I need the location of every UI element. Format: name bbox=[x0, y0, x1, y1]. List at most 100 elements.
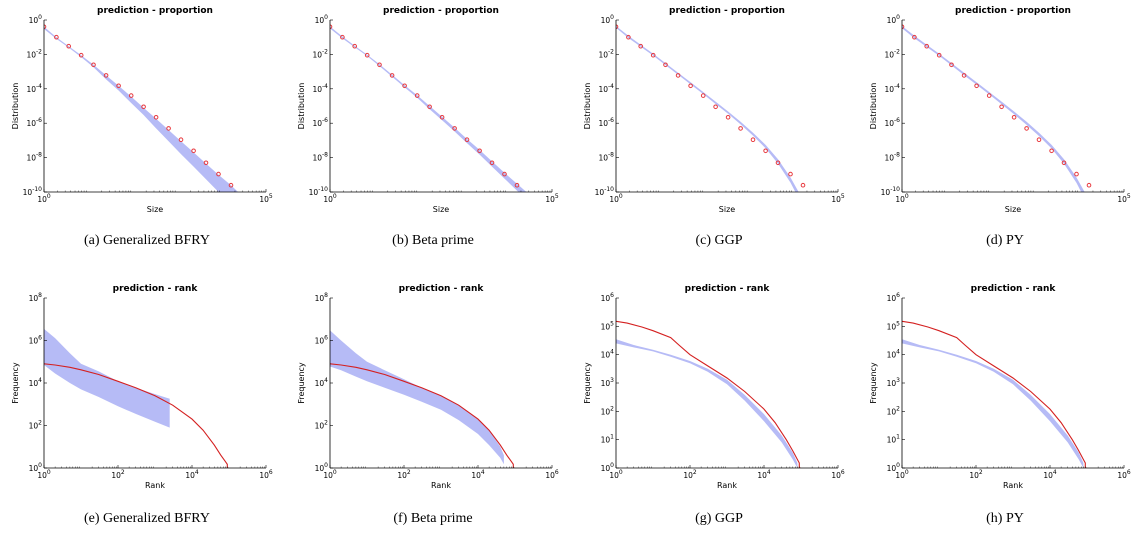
data-point bbox=[464, 137, 470, 142]
x-tick-label: 105 bbox=[1117, 193, 1131, 204]
data-point bbox=[763, 148, 768, 154]
data-point bbox=[626, 34, 631, 40]
y-tick-label: 10-2 bbox=[598, 48, 614, 59]
y-tick-label: 10-10 bbox=[309, 186, 329, 197]
chart-panel-3: 100 105 100 10-2 10-4 10-6 10-8 10-10 prediction… bbox=[583, 6, 845, 248]
observed-line bbox=[902, 320, 1087, 468]
data-point bbox=[1011, 115, 1017, 120]
data-point bbox=[203, 160, 209, 166]
data-point bbox=[103, 73, 109, 78]
data-point bbox=[439, 115, 445, 120]
plot-content bbox=[44, 24, 246, 198]
y-axis-label: Distribution bbox=[11, 83, 20, 130]
data-point bbox=[340, 34, 345, 40]
data-point bbox=[775, 160, 781, 166]
data-point bbox=[1061, 160, 1067, 166]
data-point bbox=[1036, 137, 1042, 142]
y-axis-label: Frequency bbox=[583, 362, 592, 404]
y-axis-label: Distribution bbox=[297, 83, 306, 130]
chart-title: prediction - rank bbox=[399, 284, 485, 294]
x-tick-label: 100 bbox=[895, 193, 909, 204]
x-tick-label: 102 bbox=[683, 469, 697, 480]
x-tick-label: 100 bbox=[37, 469, 51, 480]
data-point bbox=[1086, 182, 1092, 188]
x-axis-label: Rank bbox=[1003, 481, 1023, 490]
x-tick-label: 105 bbox=[259, 193, 273, 204]
subfigure-caption: (b) Beta prime bbox=[392, 233, 474, 248]
chart-panel-8: 100 102 104 106 100 101 102 103 104 105 106 predict… bbox=[869, 284, 1131, 526]
y-tick-label: 10-8 bbox=[312, 152, 328, 163]
data-point bbox=[402, 83, 407, 89]
y-axis-label: Frequency bbox=[869, 362, 878, 404]
y-tick-label: 106 bbox=[887, 292, 901, 303]
y-tick-label: 108 bbox=[29, 292, 43, 303]
subfigure-caption: (c) GGP bbox=[695, 233, 742, 248]
chart-title: prediction - proportion bbox=[383, 6, 499, 16]
y-axis-label: Distribution bbox=[583, 83, 592, 130]
subfigure-caption: (a) Generalized BFRY bbox=[84, 233, 210, 248]
x-tick-label: 106 bbox=[831, 469, 845, 480]
subfigure-caption: (g) GGP bbox=[695, 511, 743, 526]
x-tick-label: 100 bbox=[895, 469, 909, 480]
y-tick-label: 106 bbox=[601, 292, 615, 303]
data-point bbox=[242, 194, 246, 198]
data-point bbox=[389, 73, 395, 78]
chart-title: prediction - rank bbox=[685, 284, 771, 294]
data-point bbox=[999, 104, 1004, 110]
data-point bbox=[540, 206, 544, 210]
y-tick-label: 10-6 bbox=[884, 117, 900, 128]
plot-content bbox=[330, 330, 515, 468]
y-axis-label: Frequency bbox=[11, 362, 20, 404]
y-tick-label: 105 bbox=[601, 320, 615, 331]
data-point bbox=[178, 137, 184, 142]
x-tick-label: 104 bbox=[757, 469, 771, 480]
y-tick-label: 10-10 bbox=[881, 186, 901, 197]
y-tick-label: 100 bbox=[29, 14, 43, 25]
y-tick-label: 10-6 bbox=[312, 117, 328, 128]
x-tick-label: 100 bbox=[37, 193, 51, 204]
y-tick-label: 104 bbox=[601, 349, 615, 360]
y-axis-label: Frequency bbox=[297, 362, 306, 404]
y-tick-label: 104 bbox=[887, 349, 901, 360]
plot-content bbox=[616, 320, 801, 468]
y-tick-label: 100 bbox=[29, 462, 43, 473]
observed-line bbox=[44, 363, 229, 468]
data-point bbox=[688, 83, 693, 89]
data-point bbox=[650, 52, 656, 58]
y-tick-label: 10-4 bbox=[884, 83, 900, 94]
prediction-band bbox=[44, 328, 170, 428]
y-tick-label: 100 bbox=[315, 14, 329, 25]
subfigure-caption: (f) Beta prime bbox=[393, 511, 472, 526]
data-point bbox=[663, 62, 668, 68]
y-tick-label: 10-2 bbox=[26, 48, 42, 59]
y-tick-label: 106 bbox=[315, 335, 329, 346]
data-point bbox=[1074, 171, 1079, 177]
data-point bbox=[1049, 148, 1054, 154]
data-point bbox=[713, 104, 718, 110]
y-tick-label: 10-8 bbox=[884, 152, 900, 163]
x-tick-label: 100 bbox=[323, 469, 337, 480]
data-point bbox=[377, 62, 382, 68]
data-point bbox=[54, 34, 59, 40]
data-point bbox=[116, 83, 121, 89]
observed-line bbox=[616, 320, 801, 468]
data-point bbox=[1100, 194, 1104, 198]
data-point bbox=[949, 62, 954, 68]
chart-title: prediction - proportion bbox=[669, 6, 785, 16]
x-tick-label: 106 bbox=[1117, 469, 1131, 480]
chart-title: prediction - rank bbox=[971, 284, 1057, 294]
plot-content bbox=[902, 320, 1087, 468]
chart-panel-4: 100 105 100 10-2 10-4 10-6 10-8 10-10 prediction… bbox=[869, 6, 1131, 248]
subfigure-caption: (e) Generalized BFRY bbox=[84, 511, 210, 526]
data-point bbox=[427, 104, 432, 110]
data-point bbox=[936, 52, 942, 58]
plot-area bbox=[902, 20, 1124, 192]
data-point bbox=[78, 52, 84, 58]
data-point bbox=[1024, 126, 1029, 131]
data-point bbox=[986, 93, 992, 98]
y-tick-label: 102 bbox=[315, 420, 329, 431]
data-point bbox=[514, 182, 520, 188]
x-tick-label: 102 bbox=[111, 469, 125, 480]
plot-area bbox=[330, 298, 552, 468]
data-point bbox=[352, 43, 358, 49]
